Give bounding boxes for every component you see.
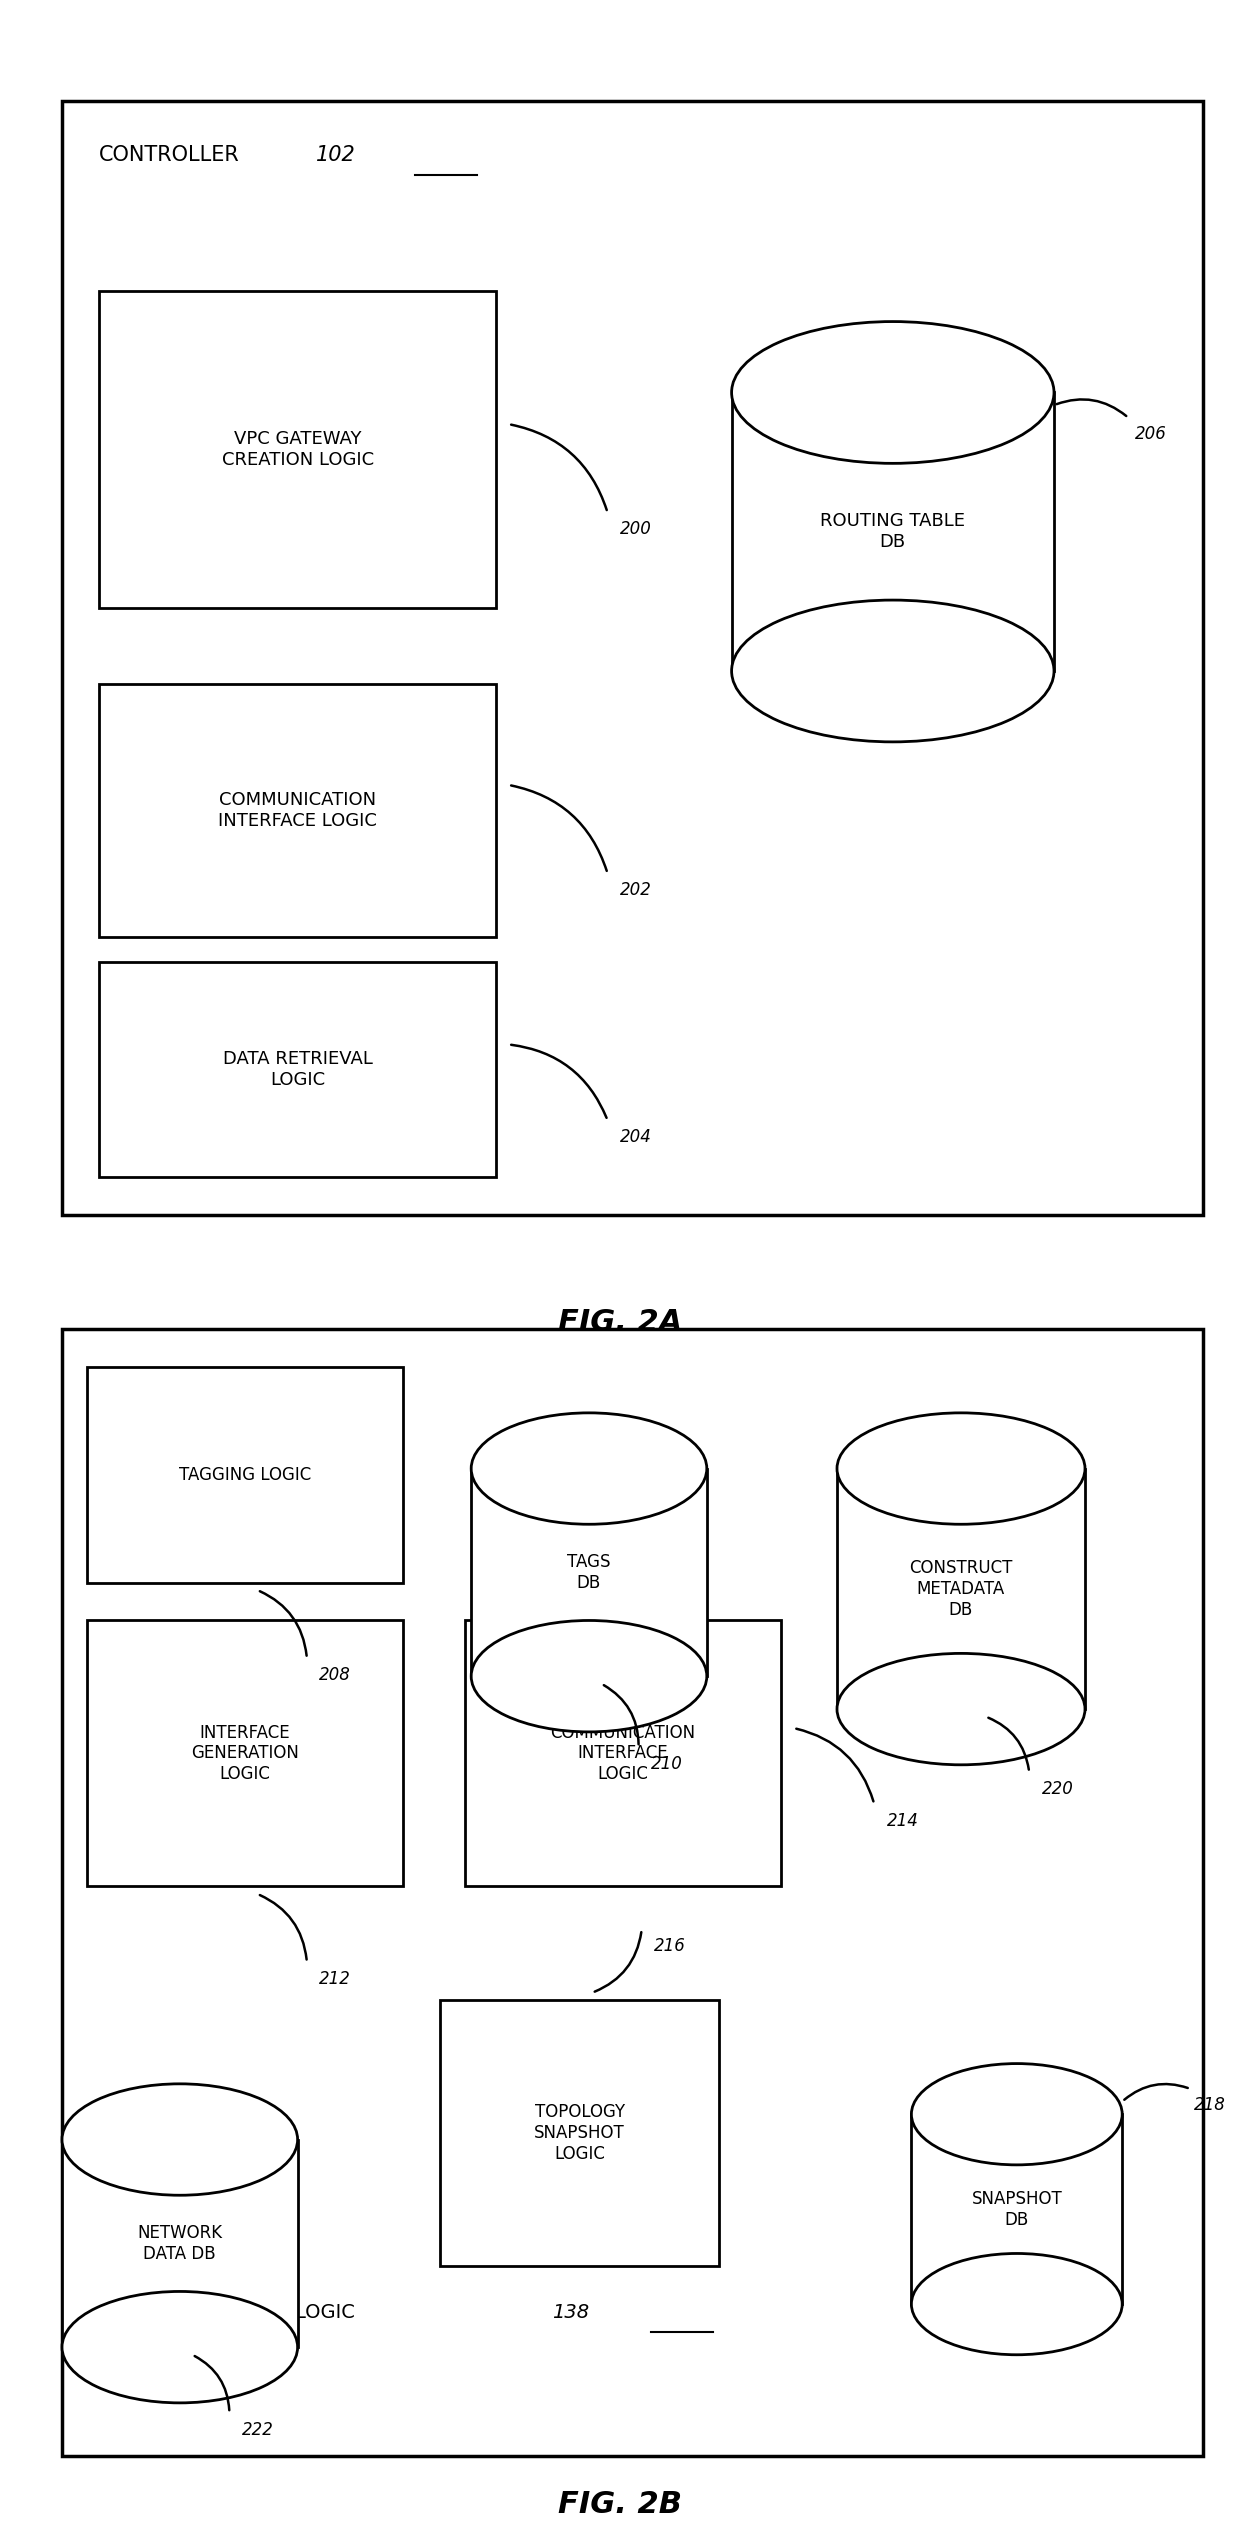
Text: 200: 200 (620, 522, 652, 539)
FancyBboxPatch shape (99, 684, 496, 937)
Text: TOPOLOGY
SNAPSHOT
LOGIC: TOPOLOGY SNAPSHOT LOGIC (534, 2104, 625, 2162)
Ellipse shape (62, 2291, 298, 2403)
Text: TOPOLOGY SYSTEM LOGIC: TOPOLOGY SYSTEM LOGIC (99, 2302, 355, 2322)
Polygon shape (732, 392, 1054, 671)
Text: FIG. 2A: FIG. 2A (558, 1309, 682, 1337)
FancyBboxPatch shape (99, 962, 496, 1177)
Text: CONTROLLER: CONTROLLER (99, 144, 241, 165)
Text: ROUTING TABLE
DB: ROUTING TABLE DB (821, 511, 965, 552)
Ellipse shape (911, 2064, 1122, 2165)
FancyBboxPatch shape (87, 1367, 403, 1582)
Ellipse shape (911, 2253, 1122, 2355)
Text: INTERFACE
GENERATION
LOGIC: INTERFACE GENERATION LOGIC (191, 1724, 299, 1783)
Text: 220: 220 (1042, 1780, 1074, 1798)
Text: 202: 202 (620, 881, 652, 899)
Ellipse shape (732, 322, 1054, 463)
Text: 222: 222 (242, 2421, 274, 2438)
Ellipse shape (471, 1620, 707, 1732)
Ellipse shape (732, 600, 1054, 742)
FancyBboxPatch shape (440, 2000, 719, 2266)
Text: NETWORK
DATA DB: NETWORK DATA DB (138, 2223, 222, 2264)
Text: 102: 102 (316, 144, 356, 165)
FancyBboxPatch shape (87, 1620, 403, 1886)
Text: VPC GATEWAY
CREATION LOGIC: VPC GATEWAY CREATION LOGIC (222, 430, 373, 468)
Text: SNAPSHOT
DB: SNAPSHOT DB (971, 2190, 1063, 2228)
Text: CONSTRUCT
METADATA
DB: CONSTRUCT METADATA DB (909, 1560, 1013, 1618)
Text: COMMUNICATION
INTERFACE
LOGIC: COMMUNICATION INTERFACE LOGIC (551, 1724, 696, 1783)
Ellipse shape (837, 1653, 1085, 1765)
Text: 212: 212 (320, 1970, 351, 1988)
Polygon shape (471, 1469, 707, 1676)
Text: TAGS
DB: TAGS DB (567, 1552, 611, 1593)
Text: 204: 204 (620, 1129, 652, 1147)
Polygon shape (62, 2140, 298, 2347)
Text: FIG. 2B: FIG. 2B (558, 2491, 682, 2519)
Text: 214: 214 (887, 1813, 919, 1831)
Text: TAGGING LOGIC: TAGGING LOGIC (179, 1466, 311, 1484)
Text: 218: 218 (1194, 2096, 1226, 2114)
Text: DATA RETRIEVAL
LOGIC: DATA RETRIEVAL LOGIC (223, 1051, 372, 1089)
Ellipse shape (837, 1413, 1085, 1524)
Polygon shape (837, 1469, 1085, 1709)
Text: 206: 206 (1135, 425, 1167, 443)
Text: COMMUNICATION
INTERFACE LOGIC: COMMUNICATION INTERFACE LOGIC (218, 790, 377, 830)
Text: 210: 210 (651, 1755, 683, 1772)
Ellipse shape (471, 1413, 707, 1524)
FancyBboxPatch shape (62, 1329, 1203, 2456)
Text: 208: 208 (320, 1666, 351, 1684)
Ellipse shape (62, 2084, 298, 2195)
FancyBboxPatch shape (62, 101, 1203, 1215)
FancyBboxPatch shape (99, 291, 496, 608)
FancyBboxPatch shape (465, 1620, 781, 1886)
Text: 216: 216 (655, 1937, 686, 1955)
Text: 138: 138 (552, 2302, 589, 2322)
Polygon shape (911, 2114, 1122, 2304)
